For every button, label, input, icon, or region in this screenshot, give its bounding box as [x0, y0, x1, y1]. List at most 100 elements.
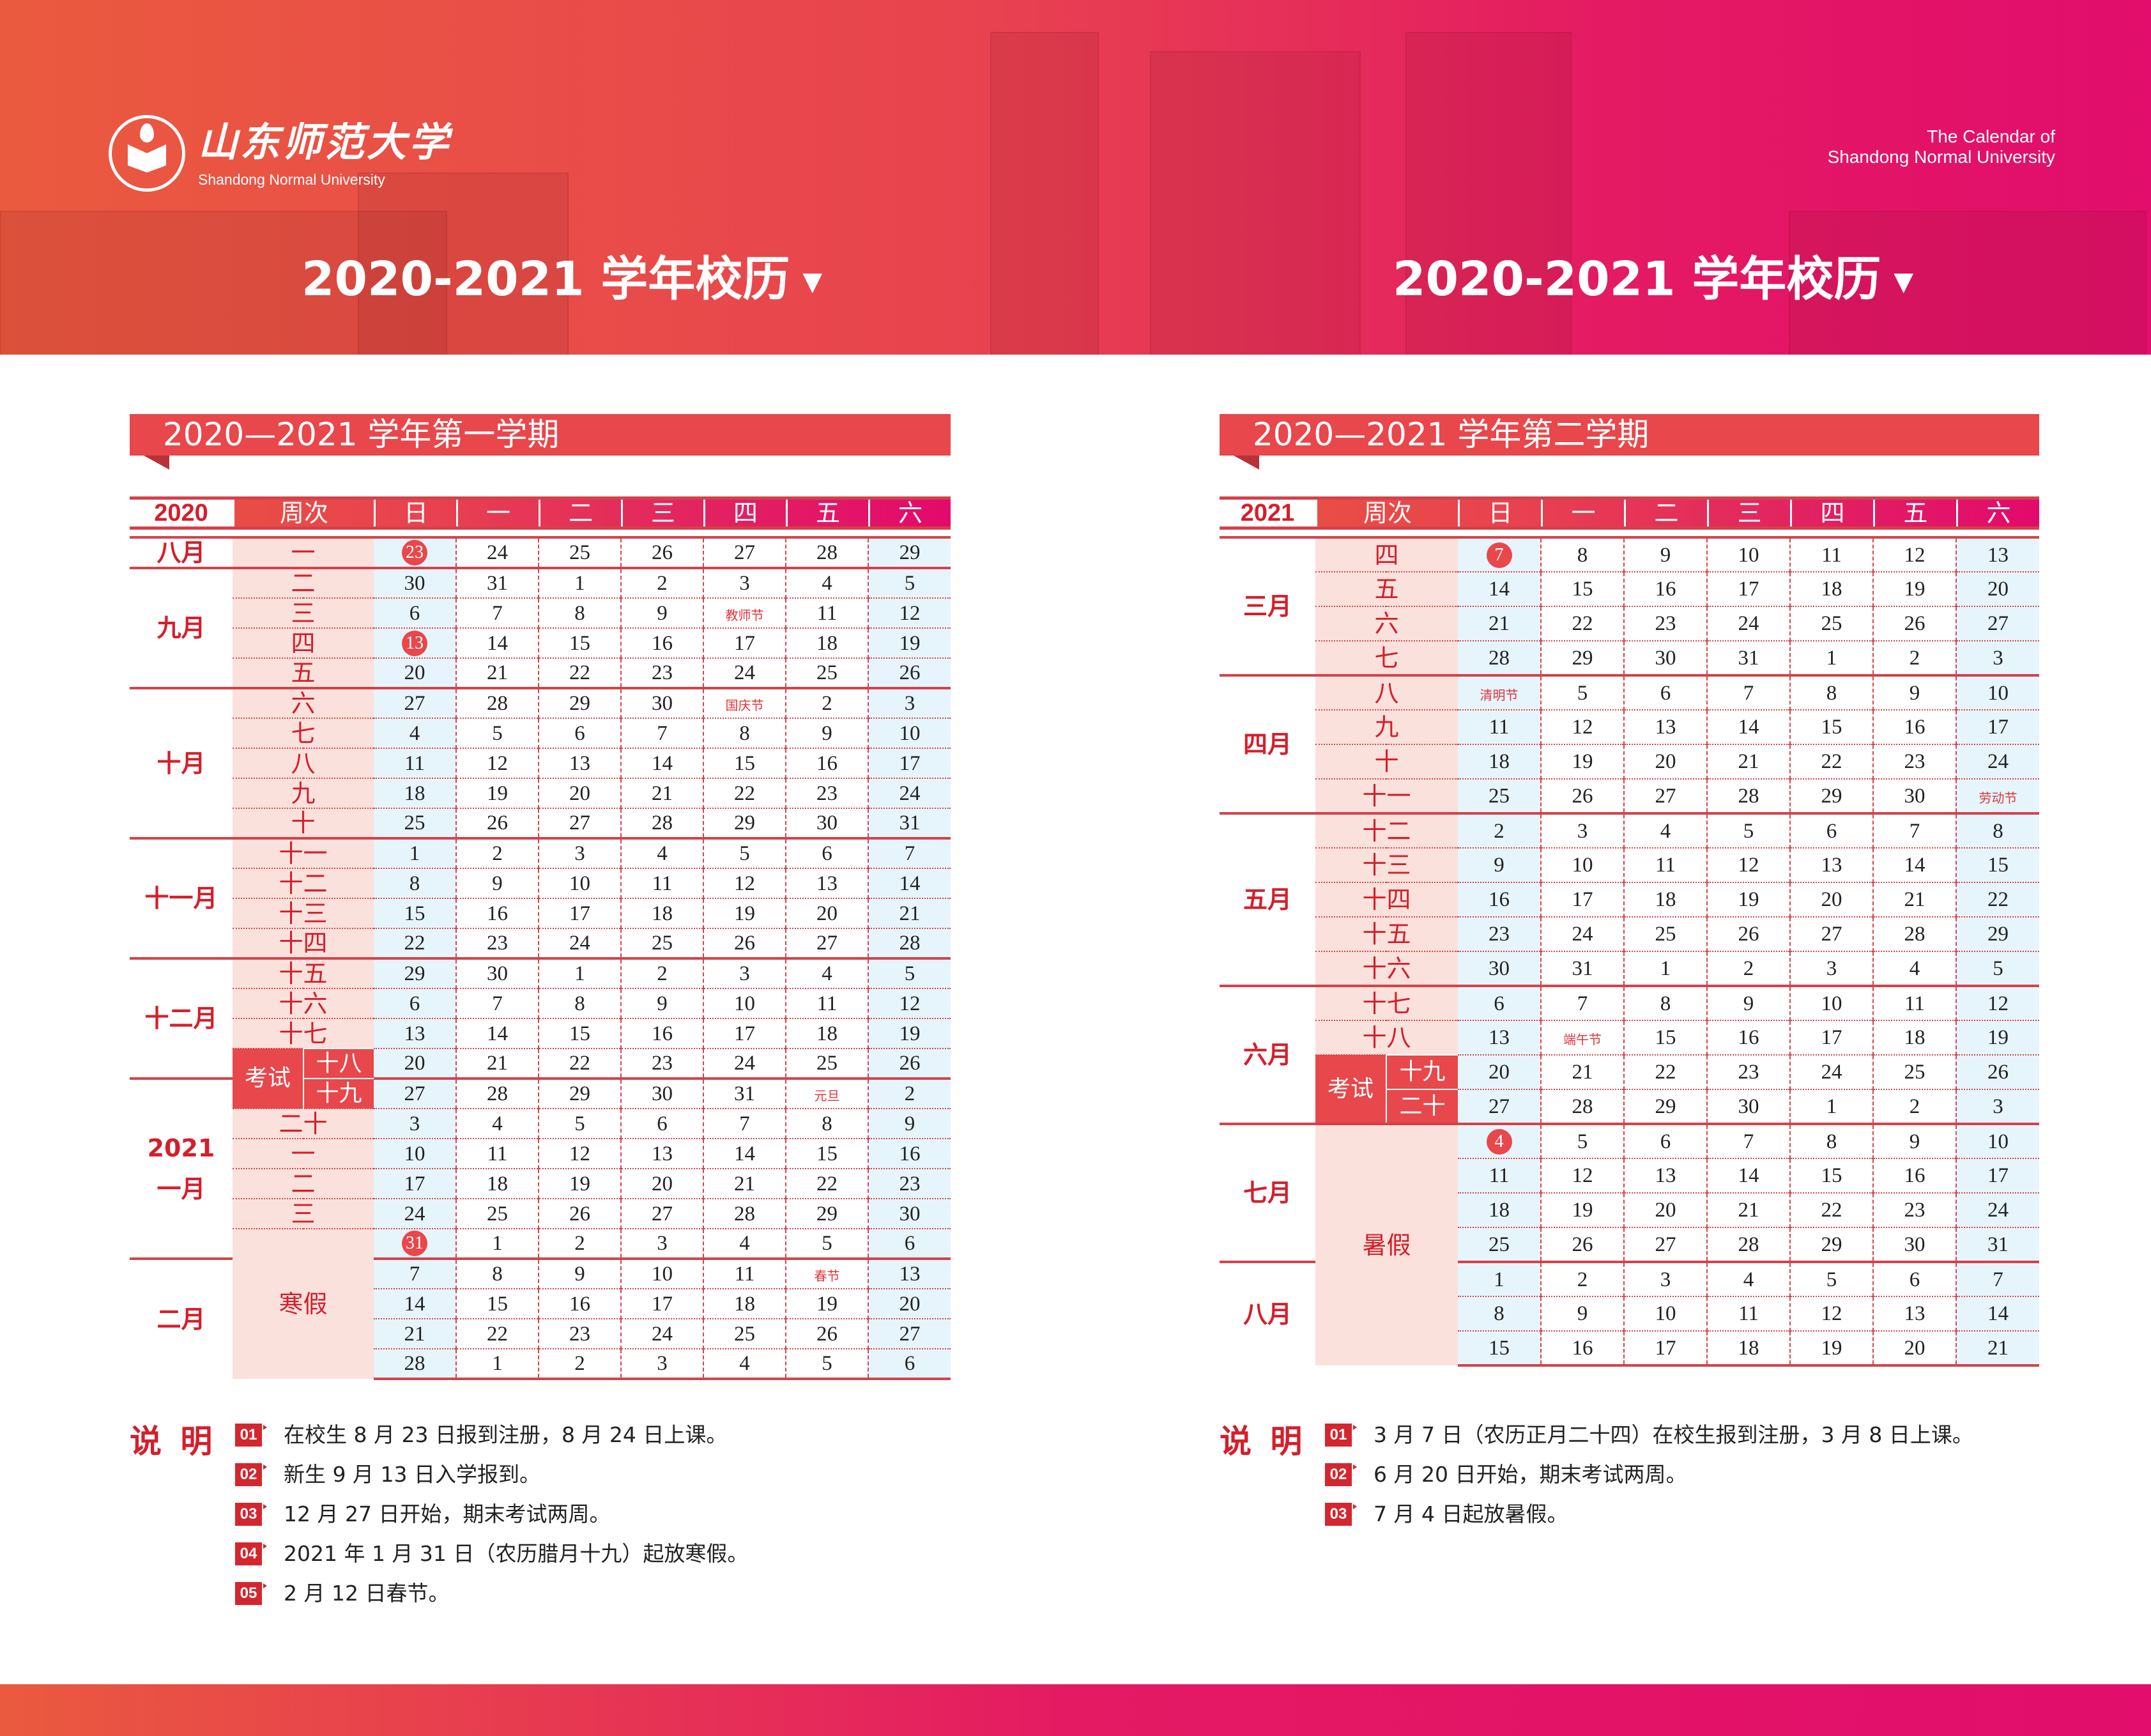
day-cell: 9: [620, 988, 703, 1018]
english-caption-line: Shandong Normal University: [1827, 147, 2055, 167]
day-cell: 23: [374, 536, 456, 568]
day-cell: 23: [868, 1168, 951, 1199]
day-cell: 12: [868, 597, 951, 628]
day-cell: 27: [374, 687, 456, 718]
day-cell: 12: [1956, 985, 2039, 1020]
day-cell: 10: [1540, 847, 1624, 882]
day-cell: 28: [785, 536, 868, 568]
day-cell: 24: [1706, 606, 1790, 641]
month-cell: 八月: [130, 536, 233, 568]
day-cell: 14: [1458, 571, 1541, 606]
day-cell: 23: [620, 1048, 703, 1079]
day-cell: 24: [1956, 744, 2039, 779]
day-cell: 9: [455, 868, 539, 898]
day-cell: 11: [1458, 1158, 1541, 1193]
day-cell: 18: [1458, 1192, 1541, 1227]
table-row: 十六 6 7 8 9 10 11 12: [130, 988, 951, 1018]
day-cell: 8: [538, 988, 621, 1018]
day-cell: 29: [1956, 916, 2039, 951]
table-row: 15 16 17 18 19 20 21: [1220, 1330, 2039, 1367]
week-number: 四: [1315, 536, 1458, 572]
table-header-row: 2020 周次日一二三四五六: [130, 496, 951, 530]
week-number: 十九: [1386, 1054, 1458, 1089]
semester-title: 2020—2021 学年第二学期: [1220, 414, 2039, 470]
holiday-label: 教师节: [725, 607, 764, 623]
day-cell: 29: [785, 1198, 868, 1229]
week-number: 五: [233, 657, 374, 688]
day-cell: 18: [785, 1018, 868, 1049]
table-row: 九 18 19 20 21 22 23 24: [130, 778, 951, 808]
note-number-badge: 04: [235, 1542, 267, 1565]
day-cell: 17: [868, 748, 951, 778]
table-row: 十六 30 31 1 2 3 4 5: [1220, 951, 2039, 986]
day-cell: 30: [620, 1077, 703, 1109]
day-cell: 18: [1789, 571, 1873, 606]
day-cell: 23: [1458, 916, 1541, 951]
header-weekday: 四: [1790, 500, 1873, 526]
notes-label: 说 明: [1220, 1423, 1306, 1460]
day-cell: 5: [785, 1228, 868, 1259]
highlighted-date: 23: [402, 540, 427, 566]
month-cell: 2021 一月: [130, 1077, 233, 1259]
day-cell: 12: [455, 748, 539, 778]
day-cell: 4: [785, 957, 868, 988]
day-cell: 25: [374, 808, 456, 838]
day-cell: 7: [1458, 536, 1541, 572]
day-cell: 10: [1956, 674, 2039, 710]
day-cell: 1: [455, 1228, 539, 1259]
day-cell: 15: [455, 1288, 539, 1319]
day-cell: 8: [1789, 674, 1873, 710]
week-number: 十七: [233, 1018, 374, 1049]
day-cell: 18: [785, 627, 868, 658]
day-cell: 28: [1458, 640, 1541, 675]
day-cell: 27: [620, 1198, 703, 1229]
day-cell: 1: [538, 567, 621, 598]
week-number: 十六: [1315, 951, 1458, 986]
day-cell: 9: [868, 1108, 951, 1139]
day-cell: 26: [1540, 778, 1624, 813]
day-cell: 9: [1872, 1123, 1956, 1158]
note-number-badge: 02: [1325, 1463, 1357, 1486]
day-cell: 20: [1458, 1054, 1541, 1089]
week-number: 十三: [1315, 847, 1458, 882]
day-cell: 10: [703, 988, 786, 1018]
vacation-label: 暑假: [1315, 1123, 1458, 1365]
day-cell: 29: [1789, 1227, 1873, 1262]
table-row: 十五 23 24 25 26 27 28 29: [1220, 916, 2039, 951]
day-cell: 20: [1623, 744, 1707, 779]
month-cell: 八月: [1220, 1261, 1315, 1365]
day-cell: 23: [785, 778, 868, 808]
day-cell: 14: [374, 1288, 456, 1319]
day-cell: 29: [1623, 1089, 1707, 1124]
month-cell: 七月: [1220, 1123, 1315, 1262]
day-cell: 25: [785, 1048, 868, 1079]
holiday-label: 劳动节: [1979, 790, 2017, 806]
day-cell: 27: [785, 928, 868, 958]
table-row: 四 13 14 15 16 17 18 19: [130, 627, 951, 658]
day-cell: 26: [538, 1198, 621, 1229]
day-cell: 30: [374, 567, 456, 598]
header-weekday: 六: [1956, 500, 2039, 526]
day-cell: 22: [538, 1048, 621, 1079]
day-cell: 18: [620, 898, 703, 928]
day-cell: 19: [455, 778, 539, 808]
day-cell: 26: [1956, 1054, 2039, 1089]
table-row: 十八 13 端午节 15 16 17 18 19: [1220, 1020, 2039, 1055]
table-row: 九 11 12 13 14 15 16 17: [1220, 709, 2039, 744]
day-cell: 19: [1540, 744, 1624, 779]
day-cell: 3: [703, 567, 786, 598]
header-week-number: 周次: [1315, 500, 1458, 526]
day-cell: 6: [1789, 812, 1873, 848]
month-cell: 十一月: [130, 837, 233, 958]
day-cell: 16: [1872, 709, 1956, 744]
day-cell: 7: [1706, 1123, 1790, 1158]
day-cell: 8: [374, 868, 456, 898]
week-number: 六: [233, 687, 374, 718]
week-number: 七: [1315, 640, 1458, 675]
week-number: 二十: [1386, 1089, 1458, 1124]
day-cell: 17: [1540, 882, 1624, 917]
day-cell: 23: [620, 657, 703, 688]
table-row: 七 28 29 30 31 1 2 3: [1220, 640, 2039, 675]
day-cell: 13: [1789, 847, 1873, 882]
note-text: 3 月 7 日（农历正月二十四）在校生报到注册，3 月 8 日上课。: [1374, 1422, 1973, 1447]
